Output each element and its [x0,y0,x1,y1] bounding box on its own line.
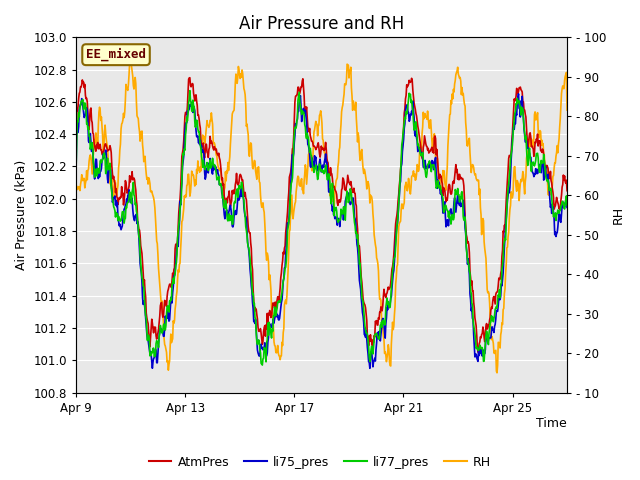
Y-axis label: RH: RH [612,206,625,224]
Text: Time: Time [536,418,567,431]
Legend: AtmPres, li75_pres, li77_pres, RH: AtmPres, li75_pres, li77_pres, RH [144,451,496,474]
Y-axis label: Air Pressure (kPa): Air Pressure (kPa) [15,160,28,270]
Title: Air Pressure and RH: Air Pressure and RH [239,15,404,33]
Text: EE_mixed: EE_mixed [86,48,146,61]
